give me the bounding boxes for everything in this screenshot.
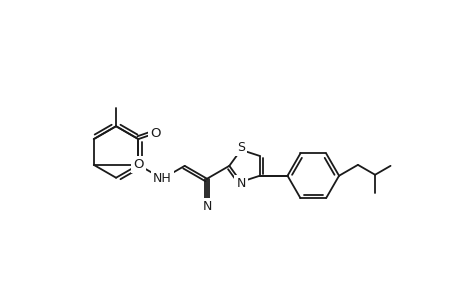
- Text: N: N: [236, 177, 245, 190]
- Text: O: O: [133, 158, 143, 171]
- Text: N: N: [202, 200, 211, 213]
- Text: O: O: [150, 127, 160, 140]
- Text: NH: NH: [153, 172, 171, 185]
- Text: S: S: [236, 141, 245, 154]
